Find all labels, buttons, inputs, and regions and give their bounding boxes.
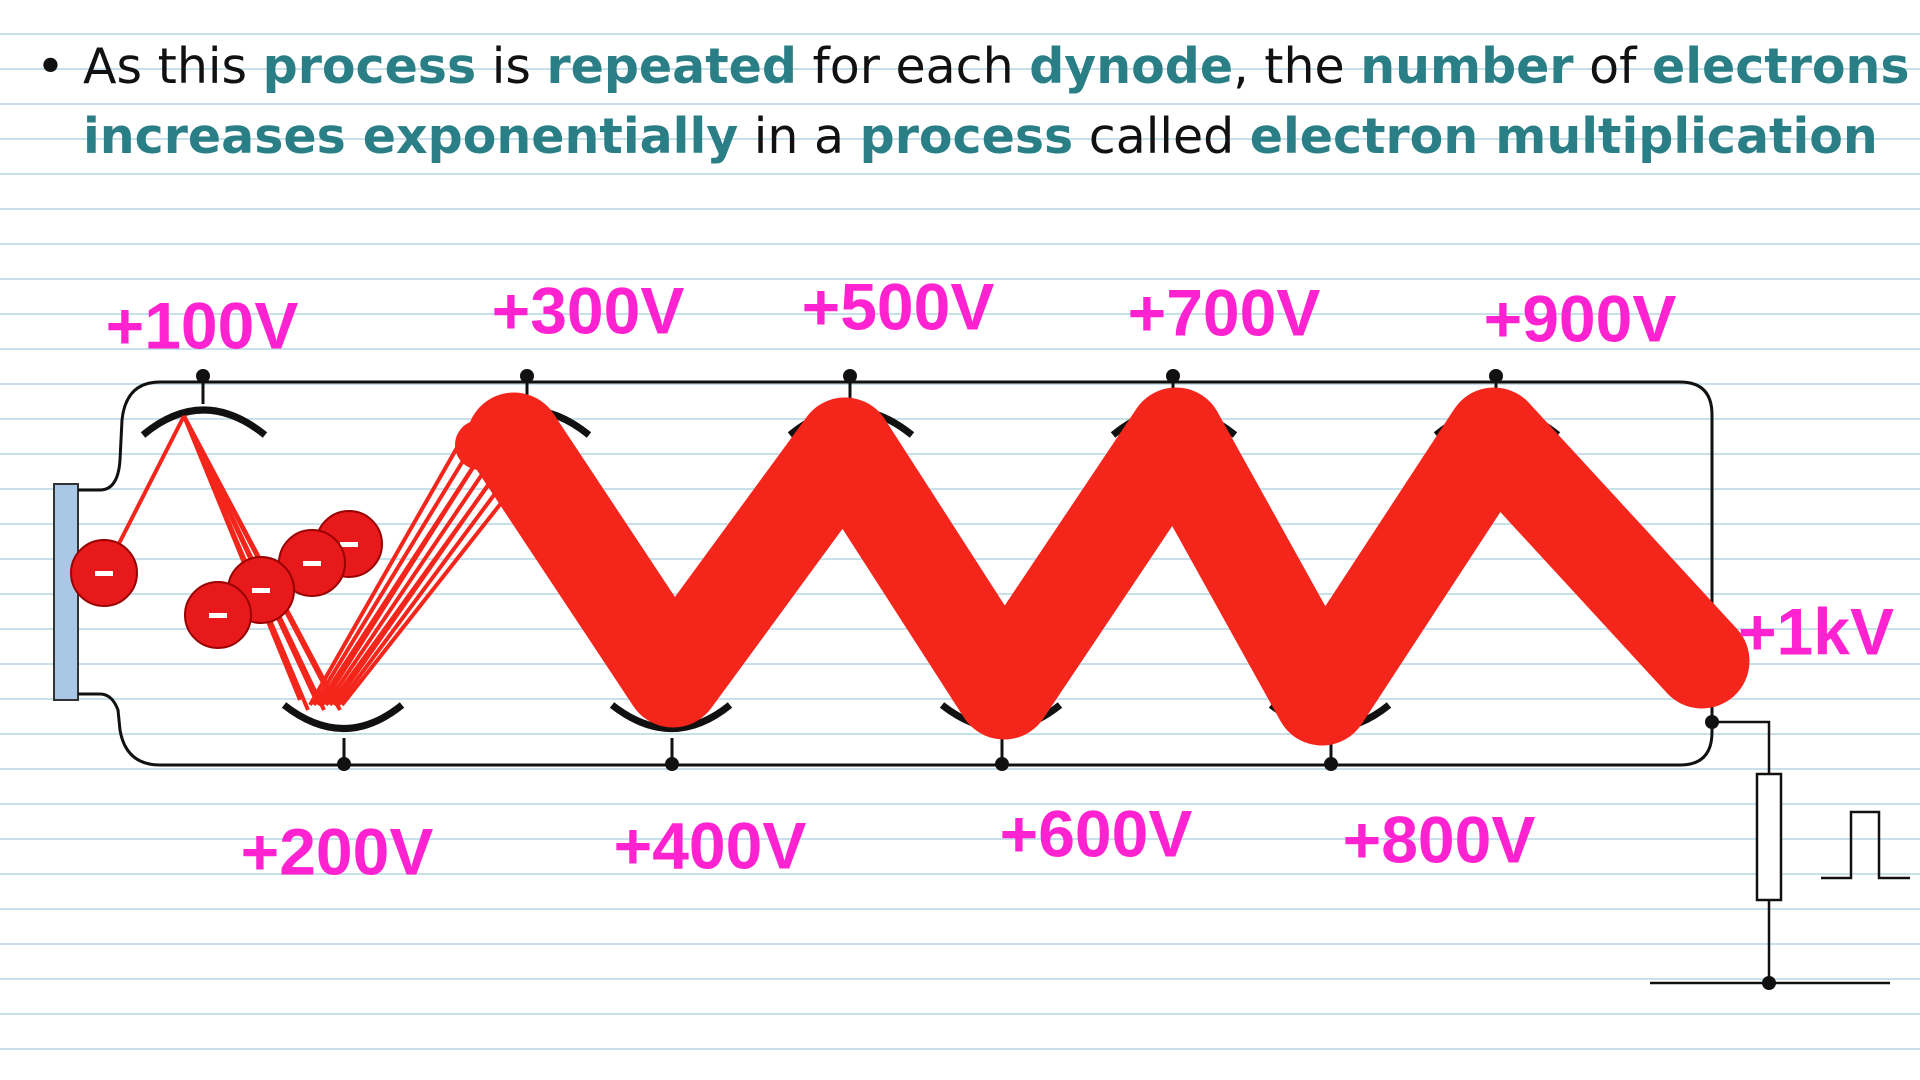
text: As this (83, 38, 263, 95)
electron-sign (209, 613, 227, 618)
voltage-label: +300V (492, 273, 685, 347)
electron-sign (303, 561, 321, 566)
keyword: electron multiplication (1249, 108, 1878, 165)
keyword: electrons (1651, 38, 1910, 95)
electron-sign (252, 588, 270, 593)
voltage-label: +100V (106, 288, 299, 362)
voltage-label: +800V (1343, 802, 1536, 876)
readout-circuit (1650, 720, 1910, 985)
dynode-terminal (665, 757, 679, 771)
electron-sign (340, 542, 358, 547)
dynode-terminal (1324, 757, 1338, 771)
dynode-terminal (520, 369, 534, 383)
dynode-terminal (196, 369, 210, 383)
electron-path (324, 431, 512, 707)
text: of (1573, 38, 1652, 95)
keyword: dynode (1029, 38, 1234, 95)
text: called (1073, 108, 1250, 165)
electron-cloud (455, 415, 625, 595)
dynode (609, 702, 733, 732)
tube (78, 380, 1714, 767)
photocathode (53, 483, 79, 701)
dynode-terminal (995, 757, 1009, 771)
keyword: process (859, 108, 1074, 165)
voltage-label: +900V (1484, 281, 1677, 355)
voltage-label: +700V (1128, 275, 1321, 349)
electron-path (320, 423, 502, 707)
text: , the (1233, 38, 1361, 95)
bullet-line: • As this process is repeated for each dy… (0, 32, 1920, 102)
text: in a (738, 108, 860, 165)
electron-cloud (466, 387, 1750, 746)
anode-voltage-label: +1kV (1738, 594, 1894, 668)
keyword: repeated (546, 38, 797, 95)
voltage-label: +600V (1000, 796, 1193, 870)
bullet-text: • As this process is repeated for each dy… (0, 32, 1920, 172)
dynode-terminal (843, 369, 857, 383)
electron-path (308, 424, 472, 706)
dynode (281, 702, 405, 732)
dynode (140, 406, 268, 438)
keyword: increases exponentially (83, 108, 739, 165)
dynode-terminal (337, 757, 351, 771)
text: for each (796, 38, 1030, 95)
text: is (476, 38, 547, 95)
bullet-dot: • (36, 38, 65, 95)
keyword: number (1360, 38, 1574, 95)
voltage-label: +200V (241, 814, 434, 888)
voltage-label: +400V (614, 808, 807, 882)
bullet-line: increases exponentially in a process cal… (0, 102, 1920, 172)
electron-path (312, 431, 482, 707)
keyword: process (262, 38, 477, 95)
dynode-terminal (1489, 369, 1503, 383)
electron-sign (95, 571, 113, 576)
voltage-label: +500V (802, 269, 995, 343)
dynode-terminal (1166, 369, 1180, 383)
